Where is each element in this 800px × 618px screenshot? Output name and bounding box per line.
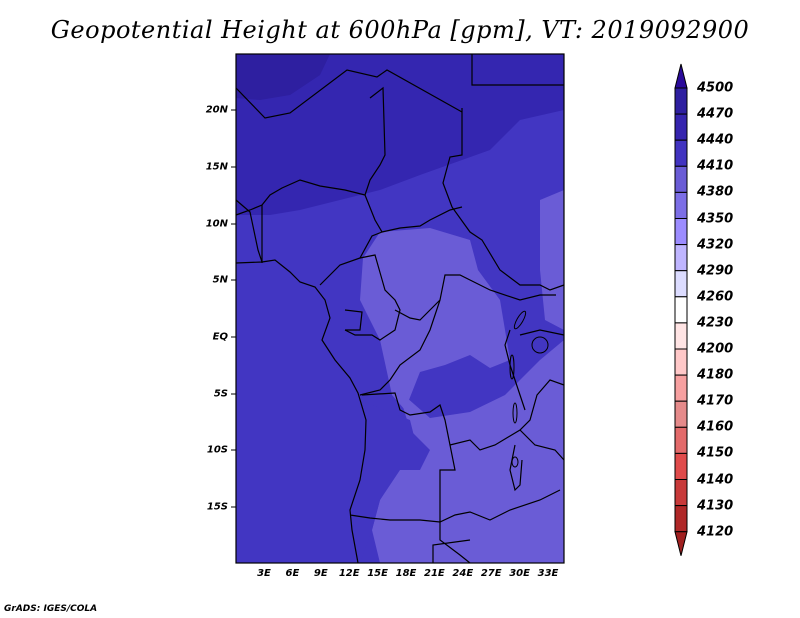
colorbar-bottom-arrow (674, 531, 688, 556)
grads-credit: GrADS: IGES/COLA (4, 604, 98, 614)
colorbar-label: 4170 (697, 393, 734, 409)
colorbar-label: 4130 (697, 498, 734, 514)
field-mid-angola (345, 400, 420, 563)
lon-label: 21E (424, 568, 445, 579)
colorbar-label: 4320 (697, 237, 734, 253)
field-dark-north (236, 54, 564, 215)
colorbar-label: 4180 (697, 367, 734, 383)
colorbar-label: 4410 (697, 158, 734, 174)
colorbar-label: 4470 (697, 106, 734, 122)
colorbar-box (674, 270, 688, 298)
field-light-south (372, 340, 564, 563)
colorbar-label: 4380 (697, 184, 734, 200)
colorbar-label: 4140 (697, 472, 734, 487)
colorbar-label: 4200 (697, 341, 734, 357)
map-panel (231, 53, 565, 564)
colorbar-box (674, 426, 688, 454)
lon-label: 30E (509, 568, 530, 579)
lat-label: 5S (213, 388, 228, 400)
lat-label: EQ (212, 331, 228, 343)
colorbar-box (674, 165, 688, 193)
colorbar (674, 63, 688, 556)
colorbar-label: 4350 (697, 211, 734, 226)
colorbar-box (674, 296, 688, 324)
plot-title: Geopotential Height at 600hPa [gpm], VT:… (50, 16, 750, 44)
lon-label: 27E (480, 568, 502, 579)
colorbar-box (674, 139, 688, 167)
colorbar-label: 4500 (697, 80, 734, 96)
colorbar-box (674, 191, 688, 219)
lat-label: 15N (205, 161, 228, 173)
colorbar-box (674, 374, 688, 402)
colorbar-label: 4160 (697, 419, 734, 435)
lon-label: 3E (257, 568, 271, 579)
lon-label: 6E (285, 568, 300, 579)
colorbar-box (674, 400, 688, 428)
colorbar-box (674, 348, 688, 376)
colorbar-label: 4120 (697, 524, 734, 540)
colorbar-label: 4290 (697, 263, 734, 279)
lon-label: 18E (395, 568, 417, 579)
colorbar-box (674, 452, 688, 480)
lat-label: 15S (206, 501, 228, 513)
lon-label: 15E (367, 568, 388, 579)
colorbar-top-arrow (674, 63, 688, 89)
lon-label: 24E (452, 568, 474, 579)
colorbar-box (674, 322, 688, 350)
lat-label: 5N (212, 274, 228, 286)
colorbar-box (674, 244, 688, 272)
colorbar-label: 4150 (697, 445, 734, 461)
colorbar-label: 4230 (697, 315, 734, 331)
colorbar-label: 4440 (697, 132, 734, 148)
colorbar-box (674, 113, 688, 141)
lat-label: 10S (206, 444, 228, 456)
lat-label: 20N (205, 104, 228, 116)
lon-label: 9E (313, 568, 328, 579)
lon-label: 33E (537, 568, 559, 579)
lat-label: 10N (205, 218, 228, 230)
colorbar-box (674, 505, 688, 533)
field-light-central (360, 228, 510, 410)
lat-ticks (231, 109, 236, 508)
lon-label: 12E (338, 568, 360, 579)
borders (235, 54, 565, 564)
colorbar-box (674, 479, 688, 507)
colorbar-box (674, 218, 688, 246)
lakes (509, 310, 549, 468)
colorbar-box (674, 87, 688, 115)
colorbar-label: 4260 (697, 289, 734, 305)
field-darkest-nw (236, 54, 330, 100)
map-frame (235, 53, 565, 564)
